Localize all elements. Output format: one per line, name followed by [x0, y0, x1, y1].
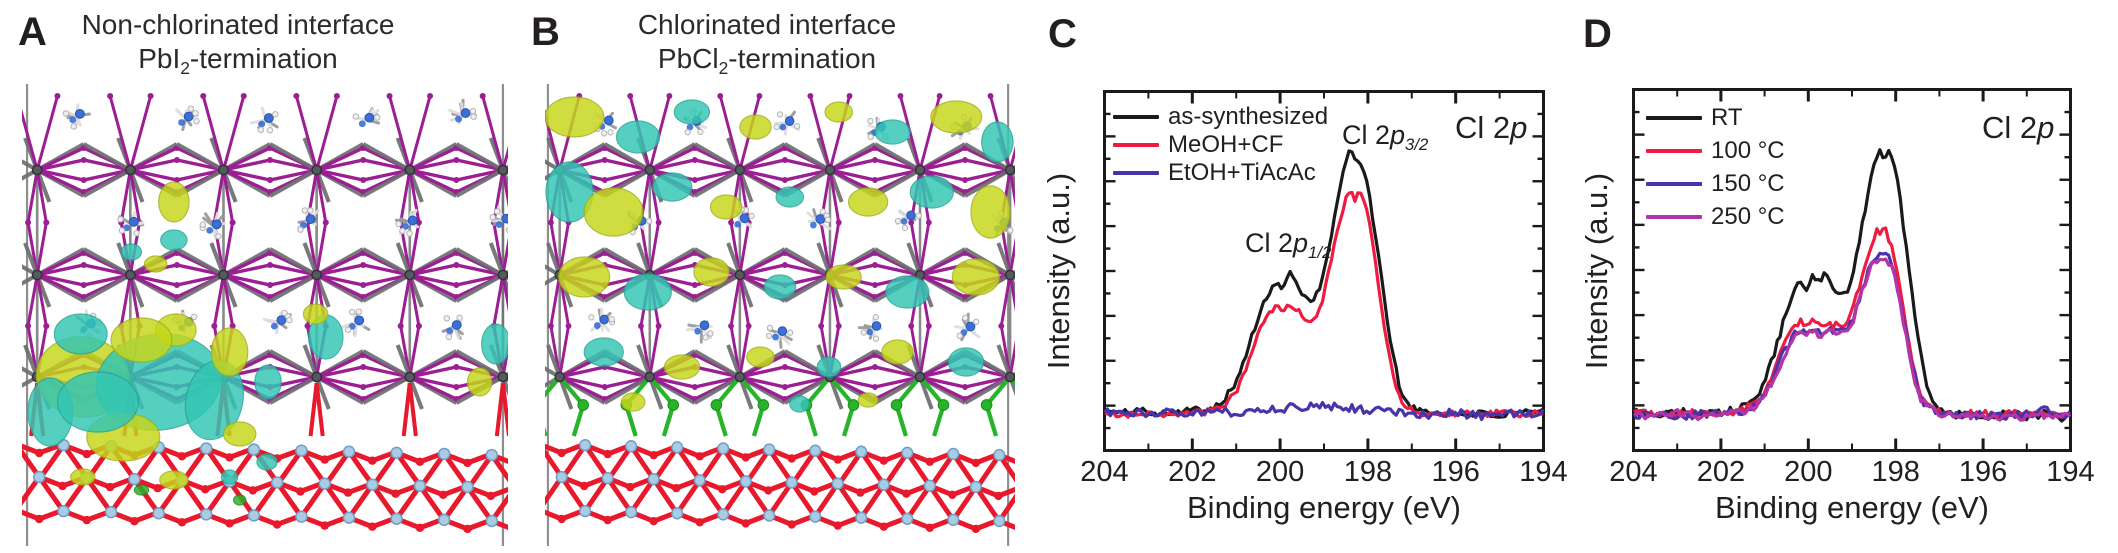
xps-curve-250-c — [1633, 257, 2072, 422]
axes — [1632, 88, 2072, 452]
legend-label: MeOH+CF — [1168, 131, 1284, 158]
x-tick-label: 194 — [1519, 456, 1568, 488]
panel-b-title: Chlorinated interface PbCl2-termination — [582, 8, 952, 85]
panel-b-title-line1: Chlorinated interface — [637, 9, 897, 40]
legend-line-swatch — [1113, 115, 1159, 119]
panel-c-legend: as-synthesized MeOH+CF EtOH+TiAcAc — [1113, 103, 1328, 187]
x-tick-label: 196 — [1958, 456, 2008, 488]
panel-c-ylabel: Intensity (a.u.) — [1041, 172, 1076, 370]
tio2-substrate-lattice — [545, 438, 1015, 534]
xps-curve-100-c — [1633, 226, 2071, 420]
legend-item: as-synthesized — [1113, 103, 1328, 131]
x-tick-label: 204 — [1080, 456, 1129, 488]
legend-item: 100 °C — [1646, 134, 1785, 167]
legend-label: as-synthesized — [1168, 103, 1329, 130]
x-tick-label: 198 — [1343, 456, 1393, 488]
xps-curve-etoh-tiacac — [1103, 400, 1545, 422]
panel-b-structure-image — [545, 84, 1015, 546]
panel-c-annotation-2p12: Cl 2p1/2 — [1245, 228, 1332, 262]
axes — [1103, 90, 1545, 452]
panel-d-ylabel: Intensity (a.u.) — [1579, 172, 1614, 370]
panel-d-xlabel: Binding energy (eV) — [1715, 490, 1989, 525]
charge-density-isosurfaces — [27, 181, 508, 506]
legend-item: RT — [1646, 101, 1785, 134]
x-tick-label: 202 — [1168, 456, 1217, 488]
legend-label: 100 °C — [1711, 136, 1785, 164]
panel-a-title-line1: Non-chlorinated interface — [81, 9, 395, 40]
x-tick-label: 204 — [1609, 456, 1658, 488]
x-tick-label: 198 — [1871, 456, 1920, 488]
legend-item: 250 °C — [1646, 200, 1785, 233]
legend-line-swatch — [1646, 115, 1702, 120]
legend-label: 150 °C — [1711, 169, 1785, 197]
panel-b-letter: B — [531, 10, 560, 54]
legend-line-swatch — [1113, 143, 1159, 147]
perovskite-octahedra-network — [545, 93, 1015, 437]
panel-a-title: Non-chlorinated interface PbI2-terminati… — [53, 8, 423, 85]
panel-b-title-line2: PbCl2-termination — [657, 43, 877, 79]
legend-item: EtOH+TiAcAc — [1113, 159, 1328, 187]
panel-a-structure-image — [22, 84, 508, 546]
x-tick-label: 202 — [1696, 456, 1746, 488]
xps-curve-as-synthesized — [1103, 149, 1544, 419]
panel-c-region-label: Cl 2p — [1455, 110, 1528, 145]
panel-c-plot — [1103, 90, 1545, 452]
panel-c-letter: C — [1048, 12, 1077, 56]
legend-line-swatch — [1646, 148, 1702, 153]
legend-item: 150 °C — [1646, 167, 1785, 200]
tio2-substrate-lattice — [22, 438, 508, 534]
charge-density-isosurfaces — [545, 96, 1014, 413]
legend-label: EtOH+TiAcAc — [1168, 159, 1316, 186]
x-tick-label: 194 — [2046, 456, 2095, 488]
panel-a-letter: A — [18, 10, 47, 54]
panel-c-annotation-2p32: Cl 2p3/2 — [1342, 120, 1429, 154]
xps-curve-meoh-cf — [1104, 190, 1544, 419]
x-tick-label: 200 — [1255, 456, 1305, 488]
legend-label: RT — [1711, 103, 1743, 131]
panel-d-letter: D — [1583, 12, 1612, 56]
legend-line-swatch — [1646, 181, 1702, 186]
panel-a-title-line2: PbI2-termination — [138, 43, 338, 79]
x-tick-label: 200 — [1784, 456, 1833, 488]
legend-item: MeOH+CF — [1113, 131, 1328, 159]
legend-line-swatch — [1113, 171, 1159, 175]
panel-d-legend: RT 100 °C 150 °C 250 °C — [1646, 101, 1785, 233]
panel-d-region-label: Cl 2p — [1982, 110, 2055, 145]
x-tick-label: 196 — [1431, 456, 1480, 488]
legend-label: 250 °C — [1711, 202, 1785, 230]
panel-d-plot — [1632, 88, 2072, 452]
legend-line-swatch — [1646, 214, 1702, 219]
panel-c-xlabel: Binding energy (eV) — [1187, 490, 1461, 525]
